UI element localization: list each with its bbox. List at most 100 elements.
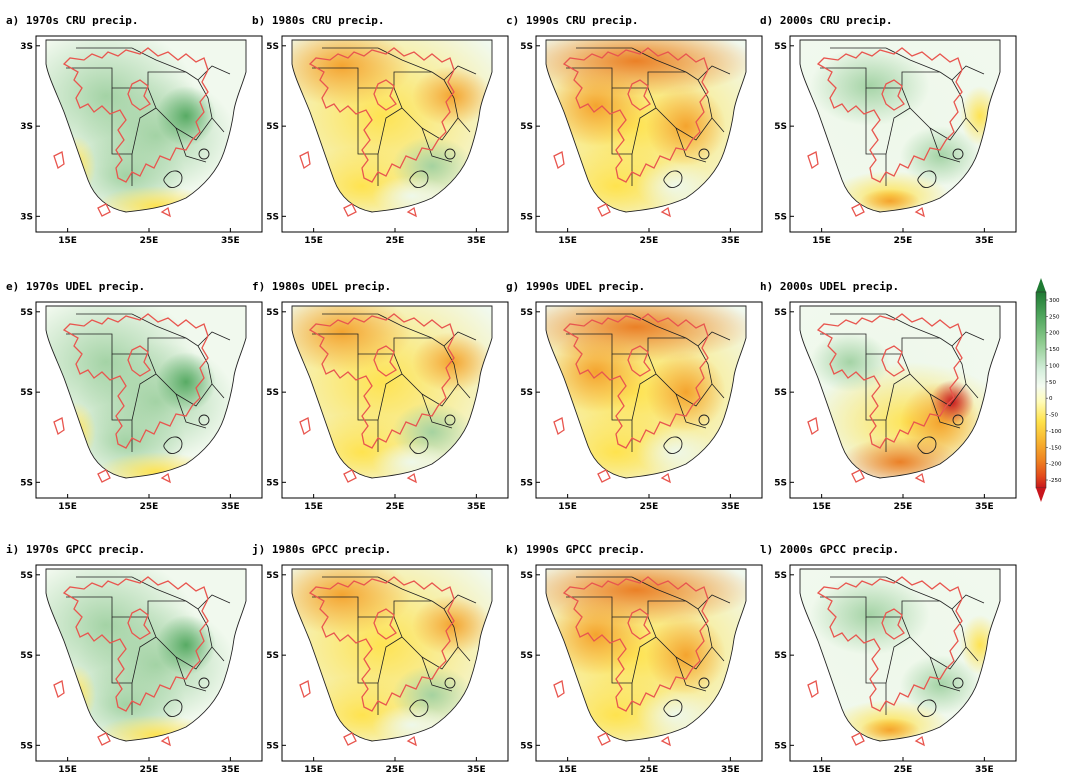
panel-title: e) 1970s UDEL precip.: [6, 280, 145, 293]
map-area: 15E 25E 35E 5S 5S 5S: [520, 35, 763, 246]
colorbar-tick-label: 100: [1049, 363, 1060, 369]
x-tick-label: 25E: [386, 236, 405, 246]
x-tick-label: 35E: [221, 236, 240, 246]
map-panel: b) 1980s CRU precip. 15E 25E 35E 5S 5S 5S: [252, 14, 509, 246]
y-tick-label: 5S: [266, 651, 279, 661]
map-area: 15E 25E 35E 5S 5S 5S: [520, 564, 763, 775]
map-area: 15E 25E 35E 5S 5S 5S: [266, 564, 509, 775]
map-panel: l) 2000s GPCC precip. 15E 25E 35E 5S 5S 5S: [760, 543, 1017, 775]
y-tick-label: 5S: [774, 42, 787, 52]
y-tick-label: 5S: [20, 571, 33, 581]
map-area: 15E 25E 35E 5S 5S 5S: [774, 564, 1017, 775]
y-tick-label: 5S: [520, 308, 533, 318]
y-tick-label: 5S: [520, 741, 533, 751]
country-borders: [66, 47, 231, 189]
panel-title: j) 1980s GPCC precip.: [252, 543, 391, 556]
y-tick-label: 3S: [20, 42, 33, 52]
map-area: 15E 25E 35E 5S 5S 5S: [774, 301, 1017, 512]
y-tick-label: 5S: [20, 651, 33, 661]
region-mask-outline: [299, 313, 455, 484]
country-borders: [820, 47, 985, 189]
y-tick-label: 5S: [266, 388, 279, 398]
region-mask-outline: [53, 576, 209, 747]
region-mask-outline: [299, 576, 455, 747]
x-tick-label: 35E: [721, 765, 740, 775]
y-tick-label: 5S: [266, 308, 279, 318]
x-tick-label: 15E: [558, 502, 577, 512]
map-area: 15E 25E 35E 5S 5S 5S: [20, 564, 263, 775]
country-borders: [820, 313, 985, 455]
country-borders: [312, 47, 477, 189]
panel-title: d) 2000s CRU precip.: [760, 14, 892, 27]
y-tick-label: 5S: [520, 42, 533, 52]
region-mask-outline: [553, 47, 709, 218]
region-mask-outline: [553, 313, 709, 484]
y-tick-label: 5S: [20, 388, 33, 398]
map-panel: a) 1970s CRU precip. 15E 25E 35E 3S 3S 3S: [6, 14, 263, 246]
y-tick-label: 5S: [20, 478, 33, 488]
y-tick-label: 5S: [774, 308, 787, 318]
x-tick-label: 35E: [467, 765, 486, 775]
y-tick-label: 5S: [520, 388, 533, 398]
colorbar-tick-label: -150: [1049, 445, 1062, 451]
x-tick-label: 25E: [140, 765, 159, 775]
region-mask-outline: [53, 313, 209, 484]
region-mask-outline: [807, 313, 963, 484]
x-tick-label: 25E: [894, 502, 913, 512]
x-tick-label: 25E: [386, 765, 405, 775]
y-tick-label: 5S: [774, 478, 787, 488]
x-tick-label: 25E: [386, 502, 405, 512]
x-tick-label: 25E: [640, 765, 659, 775]
country-borders: [66, 576, 231, 718]
x-tick-label: 25E: [640, 502, 659, 512]
map-panel: i) 1970s GPCC precip. 15E 25E 35E 5S 5S 5S: [6, 543, 263, 775]
colorbar-tick-label: 250: [1049, 314, 1060, 320]
x-tick-label: 35E: [721, 502, 740, 512]
x-tick-label: 15E: [812, 765, 831, 775]
map-area: 15E 25E 35E 5S 5S 5S: [774, 35, 1017, 246]
y-tick-label: 5S: [520, 212, 533, 222]
y-tick-label: 5S: [520, 478, 533, 488]
x-tick-label: 35E: [467, 502, 486, 512]
panel-title: c) 1990s CRU precip.: [506, 14, 638, 27]
colorbar-top-arrow: [1036, 278, 1046, 292]
map-panel: d) 2000s CRU precip. 15E 25E 35E 5S 5S 5S: [760, 14, 1017, 246]
x-tick-label: 35E: [975, 765, 994, 775]
y-tick-label: 5S: [520, 122, 533, 132]
x-tick-label: 35E: [221, 502, 240, 512]
x-tick-label: 15E: [304, 765, 323, 775]
y-tick-label: 5S: [266, 571, 279, 581]
region-mask-outline: [299, 47, 455, 218]
x-tick-label: 15E: [558, 236, 577, 246]
y-tick-label: 5S: [774, 651, 787, 661]
map-panel: g) 1990s UDEL precip. 15E 25E 35E 5S 5S 5S: [506, 280, 763, 512]
x-tick-label: 35E: [221, 765, 240, 775]
map-panel: e) 1970s UDEL precip. 15E 25E 35E 5S 5S 5S: [6, 280, 263, 512]
y-tick-label: 5S: [266, 212, 279, 222]
map-panel: f) 1980s UDEL precip. 15E 25E 35E 5S 5S 5S: [252, 280, 509, 512]
x-tick-label: 25E: [894, 765, 913, 775]
x-tick-label: 15E: [304, 502, 323, 512]
colorbar-tick-label: -50: [1049, 413, 1058, 419]
map-panel: k) 1990s GPCC precip. 15E 25E 35E 5S 5S 5S: [506, 543, 763, 775]
y-tick-label: 5S: [774, 212, 787, 222]
x-tick-label: 25E: [894, 236, 913, 246]
panel-title: f) 1980s UDEL precip.: [252, 280, 391, 293]
x-tick-label: 15E: [58, 765, 77, 775]
country-borders: [312, 313, 477, 455]
x-tick-label: 35E: [467, 236, 486, 246]
colorbar: 300 250 200 150 100 50 0 -50 -100 -150 -200 -250: [1035, 278, 1062, 502]
x-tick-label: 15E: [58, 502, 77, 512]
y-tick-label: 5S: [266, 42, 279, 52]
y-tick-label: 5S: [266, 741, 279, 751]
y-tick-label: 5S: [774, 571, 787, 581]
x-tick-label: 25E: [140, 502, 159, 512]
y-tick-label: 5S: [774, 741, 787, 751]
x-tick-label: 15E: [58, 236, 77, 246]
x-tick-label: 25E: [640, 236, 659, 246]
y-tick-label: 5S: [20, 741, 33, 751]
map-area: 15E 25E 35E 5S 5S 5S: [20, 301, 263, 512]
map-area: 15E 25E 35E 3S 3S 3S: [20, 35, 263, 246]
y-tick-label: 3S: [20, 212, 33, 222]
region-mask-outline: [53, 47, 209, 218]
